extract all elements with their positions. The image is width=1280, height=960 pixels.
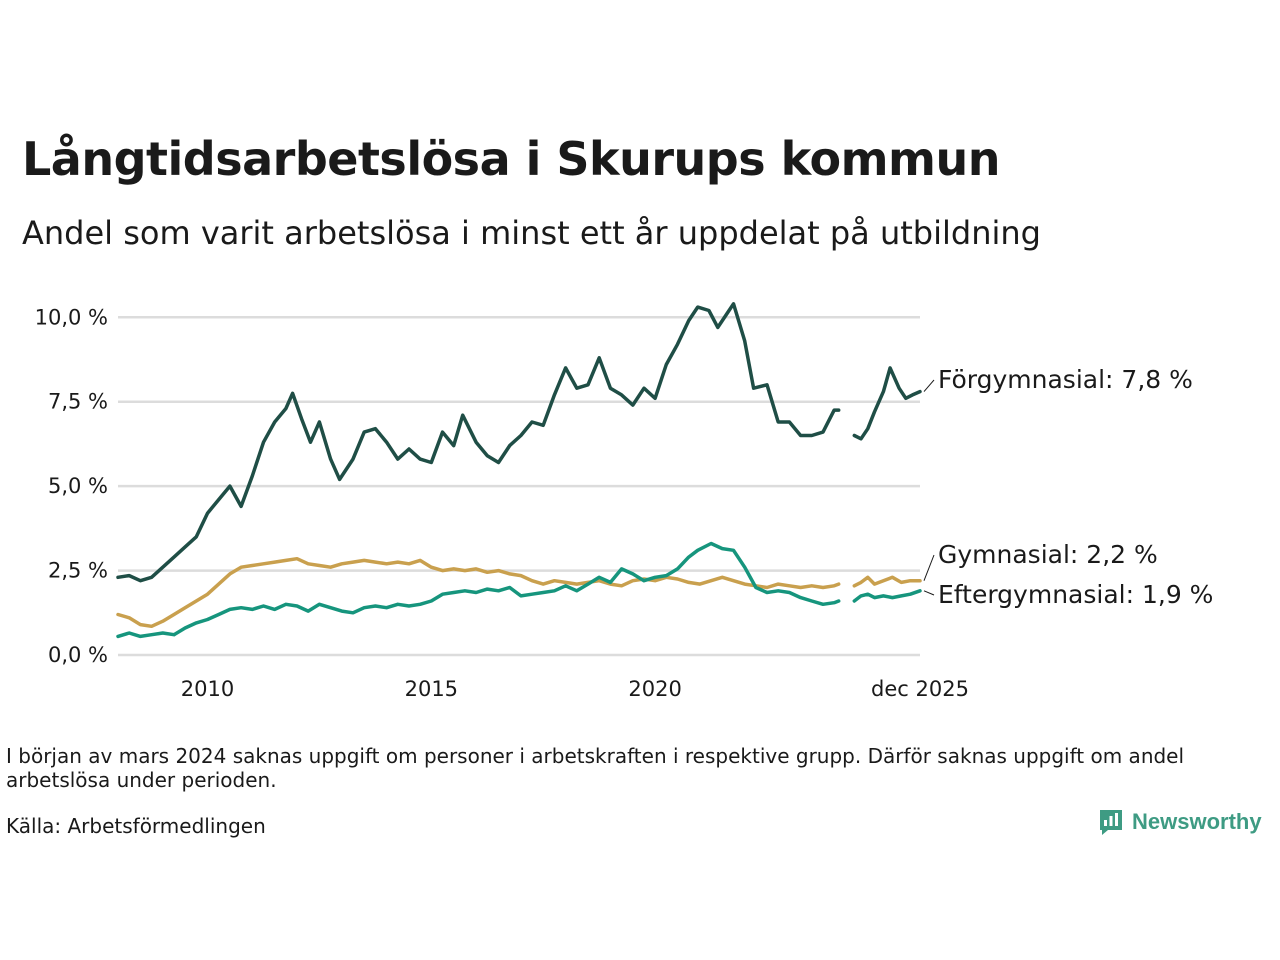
line-chart: 0,0 % 2,5 % 5,0 % 7,5 % 10,0 % 2010 2015 2020 d… [35,302,1213,701]
series-line-förgymnasial [116,302,922,583]
x-tick-label: 2015 [405,677,458,701]
chart-title: Långtidsarbetslösa i Skurups kommun [22,132,1000,186]
series-line-gymnasial [116,556,922,629]
x-axis: 2010 2015 2020 dec 2025 [181,677,969,701]
y-axis: 0,0 % 2,5 % 5,0 % 7,5 % 10,0 % [35,305,108,667]
x-tick-label: dec 2025 [871,677,969,701]
series-end-label: Förgymnasial: 7,8 % [938,365,1193,394]
chart-subtitle: Andel som varit arbetslösa i minst ett å… [22,214,1041,252]
brand-name: Newsworthy [1132,809,1262,834]
x-tick-label: 2010 [181,677,234,701]
x-tick-label: 2020 [628,677,681,701]
label-connector [923,554,935,581]
y-tick-label: 5,0 % [48,474,108,498]
footnote: I början av mars 2024 saknas uppgift om … [6,744,1185,792]
y-tick-label: 0,0 % [48,643,108,667]
series-end-labels: Förgymnasial: 7,8 % Gymnasial: 2,2 % Efter… [923,365,1213,609]
source-text: Källa: Arbetsförmedlingen [6,814,266,838]
y-tick-label: 7,5 % [48,390,108,414]
gridlines [118,316,920,657]
y-tick-label: 2,5 % [48,559,108,583]
series-end-label: Eftergymnasial: 1,9 % [938,580,1213,609]
newsworthy-logo-icon [1100,810,1122,835]
series-line-eftergymnasial [116,541,922,639]
series-end-label: Gymnasial: 2,2 % [938,540,1158,569]
label-connector [923,590,935,596]
brand-logo[interactable]: Newsworthy [1098,808,1262,836]
y-tick-label: 10,0 % [35,305,108,329]
label-connector [923,379,935,392]
series-lines [116,302,922,639]
